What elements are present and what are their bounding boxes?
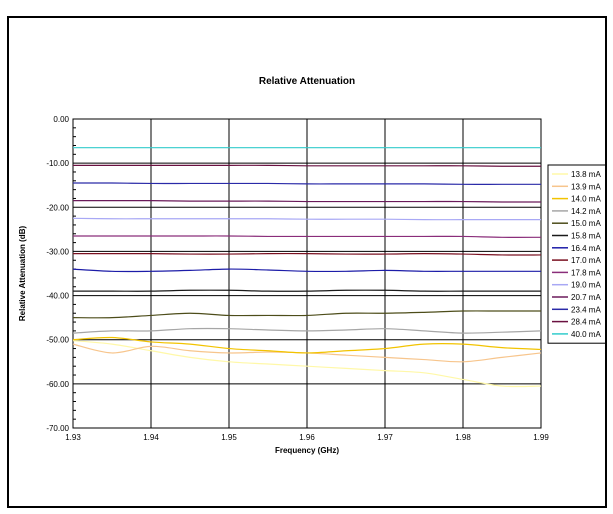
legend-label: 23.4 mA bbox=[571, 305, 601, 314]
legend-label: 19.0 mA bbox=[571, 281, 601, 290]
x-tick-label: 1.94 bbox=[143, 433, 159, 442]
series-line bbox=[72, 217, 541, 221]
y-tick-label: -20.00 bbox=[46, 203, 69, 212]
x-tick-label: 1.93 bbox=[65, 433, 81, 442]
series-line bbox=[72, 336, 542, 354]
legend: 13.8 mA 13.9 mA 14.0 mA 14.2 mA 15.0 mA 15.8 … bbox=[547, 164, 605, 344]
legend-label: 40.0 mA bbox=[571, 330, 601, 339]
y-tick-label: -30.00 bbox=[46, 247, 69, 256]
series-line bbox=[72, 252, 542, 256]
series-line bbox=[73, 289, 541, 292]
series-line bbox=[72, 310, 541, 319]
legend-label: 16.4 mA bbox=[571, 244, 601, 253]
y-tick-label: -10.00 bbox=[46, 159, 69, 168]
series-line bbox=[72, 182, 541, 185]
series-line bbox=[72, 340, 542, 388]
series-line bbox=[73, 200, 542, 203]
x-axis-label: Frequency (GHz) bbox=[275, 446, 339, 455]
legend-label: 15.0 mA bbox=[571, 219, 601, 228]
legend-label: 14.0 mA bbox=[571, 195, 601, 204]
x-tick-label: 1.96 bbox=[299, 433, 315, 442]
y-tick-label: -60.00 bbox=[46, 380, 69, 389]
chart-title: Relative Attenuation bbox=[259, 76, 355, 87]
legend-label: 13.8 mA bbox=[571, 170, 601, 179]
y-tick-label: -40.00 bbox=[46, 292, 69, 301]
y-tick-label: -70.00 bbox=[46, 424, 69, 433]
legend-box bbox=[547, 164, 605, 344]
x-tick-label: 1.98 bbox=[455, 433, 471, 442]
legend-label: 20.7 mA bbox=[571, 293, 601, 302]
x-tick-label: 1.99 bbox=[533, 433, 549, 442]
plot-area: 1.93 1.94 1.95 1.96 1.97 1.98 1.99 0.00 -10.00 -2… bbox=[46, 115, 549, 442]
legend-label: 17.8 mA bbox=[571, 268, 601, 277]
y-tick-label: -50.00 bbox=[46, 336, 69, 345]
y-axis-label: Relative Attenuation (dB) bbox=[18, 226, 27, 322]
series-line bbox=[72, 164, 542, 167]
legend-label: 17.0 mA bbox=[571, 256, 601, 265]
series-line bbox=[72, 268, 541, 273]
y-tick-label: 0.00 bbox=[53, 115, 69, 124]
legend-label: 14.2 mA bbox=[571, 207, 601, 216]
series-line bbox=[72, 327, 542, 334]
x-tick-label: 1.95 bbox=[221, 433, 237, 442]
legend-label: 28.4 mA bbox=[571, 318, 601, 327]
chart-frame: Relative Attenuation 1.93 1.94 1.95 1.96 1.9… bbox=[7, 16, 607, 508]
series-line bbox=[73, 235, 542, 238]
chart-svg: Relative Attenuation 1.93 1.94 1.95 1.96 1.9… bbox=[18, 76, 605, 455]
legend-label: 13.9 mA bbox=[571, 182, 601, 191]
x-tick-label: 1.97 bbox=[377, 433, 393, 442]
legend-label: 15.8 mA bbox=[571, 232, 601, 241]
